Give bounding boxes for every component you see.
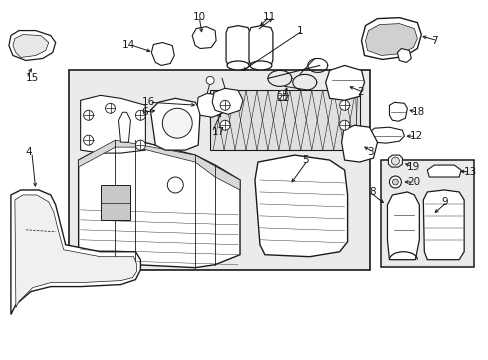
Text: 21: 21 bbox=[276, 93, 289, 103]
Text: 6: 6 bbox=[142, 107, 148, 117]
Circle shape bbox=[135, 110, 145, 120]
Polygon shape bbox=[118, 112, 130, 142]
Text: 18: 18 bbox=[410, 107, 424, 117]
Polygon shape bbox=[210, 90, 359, 150]
Polygon shape bbox=[368, 127, 404, 143]
Polygon shape bbox=[365, 24, 416, 55]
Bar bbox=[68, 71, 369, 270]
Circle shape bbox=[392, 179, 398, 185]
Polygon shape bbox=[248, 26, 272, 66]
Circle shape bbox=[339, 120, 349, 130]
Polygon shape bbox=[150, 98, 200, 150]
Polygon shape bbox=[386, 192, 419, 260]
Polygon shape bbox=[427, 165, 460, 177]
Polygon shape bbox=[341, 125, 377, 162]
Polygon shape bbox=[15, 195, 136, 307]
Text: 5: 5 bbox=[301, 155, 308, 165]
Text: 17: 17 bbox=[211, 127, 224, 137]
Polygon shape bbox=[197, 93, 224, 117]
Circle shape bbox=[390, 157, 399, 165]
Polygon shape bbox=[81, 95, 145, 153]
Text: 14: 14 bbox=[122, 40, 135, 50]
Text: 15: 15 bbox=[26, 73, 40, 84]
Polygon shape bbox=[423, 190, 463, 260]
Circle shape bbox=[135, 140, 145, 150]
Bar bbox=[381, 160, 473, 267]
Text: 12: 12 bbox=[408, 131, 422, 141]
Text: 2: 2 bbox=[357, 87, 364, 97]
Text: 8: 8 bbox=[368, 187, 375, 197]
Text: 1: 1 bbox=[296, 26, 303, 36]
Circle shape bbox=[206, 76, 214, 84]
Text: 10: 10 bbox=[193, 12, 206, 22]
Polygon shape bbox=[79, 140, 240, 190]
Ellipse shape bbox=[249, 61, 271, 70]
Polygon shape bbox=[388, 102, 407, 121]
Polygon shape bbox=[192, 27, 216, 49]
Circle shape bbox=[83, 110, 93, 120]
Ellipse shape bbox=[226, 61, 248, 70]
Text: 9: 9 bbox=[440, 197, 447, 207]
Circle shape bbox=[220, 120, 229, 130]
Polygon shape bbox=[212, 88, 243, 114]
Text: 16: 16 bbox=[142, 97, 155, 107]
Circle shape bbox=[83, 135, 93, 145]
Polygon shape bbox=[397, 49, 410, 62]
Circle shape bbox=[105, 103, 115, 113]
Circle shape bbox=[388, 176, 401, 188]
Circle shape bbox=[167, 177, 183, 193]
Text: 20: 20 bbox=[407, 177, 420, 187]
Polygon shape bbox=[254, 155, 347, 257]
Polygon shape bbox=[101, 185, 130, 220]
Polygon shape bbox=[325, 66, 364, 100]
Text: 13: 13 bbox=[463, 167, 476, 177]
Polygon shape bbox=[387, 155, 402, 167]
Polygon shape bbox=[11, 190, 140, 315]
Circle shape bbox=[162, 108, 192, 138]
Circle shape bbox=[220, 100, 229, 110]
Text: 7: 7 bbox=[430, 36, 437, 46]
Polygon shape bbox=[13, 35, 49, 58]
Text: 11: 11 bbox=[262, 12, 275, 22]
Text: 4: 4 bbox=[26, 147, 32, 157]
Polygon shape bbox=[79, 140, 240, 268]
Circle shape bbox=[277, 90, 287, 100]
Polygon shape bbox=[361, 18, 421, 59]
Circle shape bbox=[339, 100, 349, 110]
Text: 3: 3 bbox=[367, 147, 373, 157]
Text: 19: 19 bbox=[406, 162, 419, 172]
Polygon shape bbox=[9, 31, 56, 60]
Polygon shape bbox=[151, 42, 174, 66]
Polygon shape bbox=[225, 26, 249, 66]
